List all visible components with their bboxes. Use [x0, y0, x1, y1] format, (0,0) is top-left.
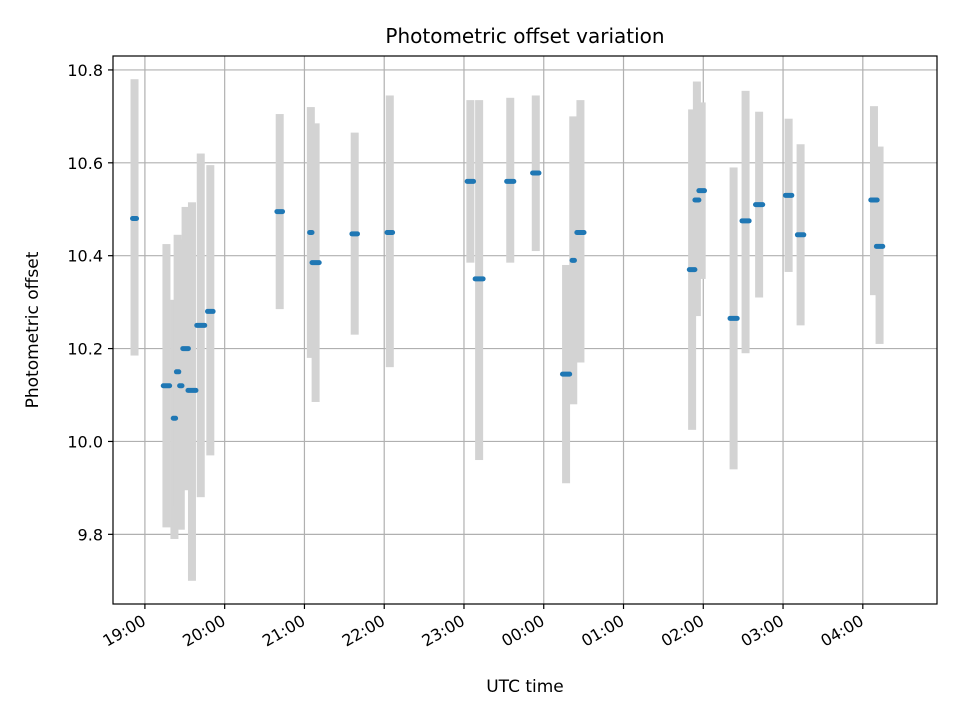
- errorbars: [130, 79, 884, 581]
- grid: [113, 56, 937, 604]
- y-axis: 9.8 10.0 10.2 10.4 10.6 10.8: [67, 61, 113, 544]
- x-tick-label: 00:00: [498, 611, 547, 651]
- x-tick-label: 20:00: [179, 611, 228, 651]
- y-tick-label: 10.8: [67, 61, 103, 80]
- y-tick-label: 9.8: [78, 525, 103, 544]
- x-tick-label: 01:00: [578, 611, 627, 651]
- y-tick-label: 10.2: [67, 340, 103, 359]
- x-tick-label: 02:00: [658, 611, 707, 651]
- x-tick-label: 21:00: [259, 611, 308, 651]
- x-tick-label: 22:00: [339, 611, 388, 651]
- x-tick-label: 23:00: [419, 611, 468, 651]
- y-tick-label: 10.6: [67, 154, 103, 173]
- y-axis-label: Photometric offset: [23, 251, 43, 408]
- x-tick-label: 03:00: [738, 611, 787, 651]
- plot-frame: [112, 55, 938, 605]
- x-axis: 19:00 20:00 21:00 22:00 23:00 00:00 01:00 02:00…: [99, 604, 867, 651]
- chart-title: Photometric offset variation: [385, 24, 664, 48]
- y-tick-label: 10.4: [67, 247, 103, 266]
- x-axis-label: UTC time: [486, 677, 564, 697]
- y-tick-label: 10.0: [67, 432, 103, 451]
- data-markers: [130, 170, 886, 421]
- x-tick-label: 04:00: [817, 611, 866, 651]
- x-tick-label: 19:00: [99, 611, 148, 651]
